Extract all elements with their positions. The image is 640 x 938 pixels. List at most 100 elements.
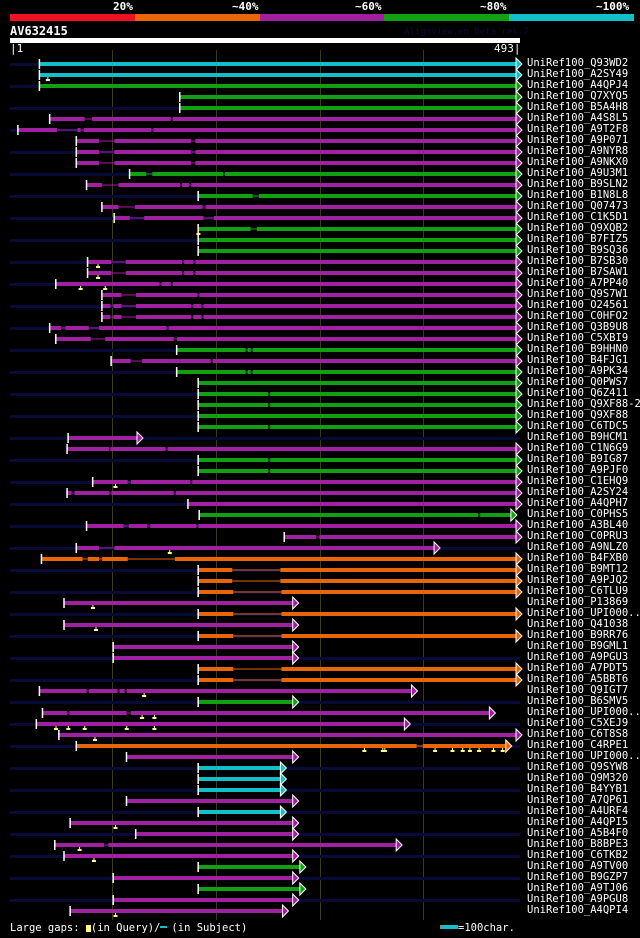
hit-label[interactable]: UniRef100_C6TDC5 [527,420,629,432]
hit-label[interactable]: UniRef100_C1K5D1 [527,211,629,223]
hit-label[interactable]: UniRef100_A4URF4 [527,805,629,817]
hit-label[interactable]: UniRef100_A9T2F8 [527,123,629,135]
hit-start-tick [197,235,199,245]
hit-label[interactable]: UniRef100_A9PK34 [527,365,629,377]
hit-end-arrow [292,815,300,831]
hit-label[interactable]: UniRef100_B6SMV5 [527,695,629,707]
hit-label[interactable]: UniRef100_A9NYR8 [527,145,629,157]
hit-label[interactable]: UniRef100_Q3B9U8 [527,321,629,333]
hit-bar-segment [174,557,516,561]
hit-label[interactable]: UniRef100_A3BL40 [527,519,629,531]
hit-label[interactable]: UniRef100_B9SLN2 [527,178,629,190]
hit-label[interactable]: UniRef100_Q9XF88-2 [527,398,640,410]
hit-label[interactable]: UniRef100_C1N6G9 [527,442,629,454]
hit-bar-segment [59,733,517,737]
hit-label[interactable]: UniRef100_Q9SYW8 [527,761,629,773]
hit-bar-segment [198,238,516,242]
hit-label[interactable]: UniRef100_O24561 [527,299,629,311]
hit-label[interactable]: UniRef100_Q9IGT7 [527,684,629,696]
hit-label[interactable]: UniRef100_A4QPI4 [527,904,629,916]
hit-label[interactable]: UniRef100_A2SY49 [527,68,629,80]
hit-label[interactable]: UniRef100_B4FJG1 [527,354,629,366]
hit-label[interactable]: UniRef100_Q9S7W1 [527,288,629,300]
hit-label[interactable]: UniRef100_C6T8S8 [527,728,629,740]
hit-label[interactable]: UniRef100_C0PRU3 [527,530,629,542]
hit-label[interactable]: UniRef100_A9NKX0 [527,156,629,168]
hit-end-arrow [515,419,523,435]
hit-label[interactable]: UniRef100_A5B4F0 [527,827,629,839]
hit-label[interactable]: UniRef100_B9SQ36 [527,244,629,256]
hit-label[interactable]: UniRef100_A9TJ06 [527,882,629,894]
hit-start-tick [197,862,199,872]
hit-bar-segment [102,304,111,308]
hit-label[interactable]: UniRef100_C4RPE1 [527,739,629,751]
hit-label[interactable]: UniRef100_A7PP40 [527,277,629,289]
hit-label[interactable]: UniRef100_Q0PWS7 [527,376,629,388]
hit-bar-segment [198,249,516,253]
hit-label[interactable]: UniRef100_A9P071 [527,134,629,146]
hit-label[interactable]: UniRef100_C1EHQ9 [527,475,629,487]
hit-label[interactable]: UniRef100_A4QPH7 [527,497,629,509]
hit-label[interactable]: UniRef100_B9GZP7 [527,871,629,883]
hit-label[interactable]: UniRef100_A4QPI5 [527,816,629,828]
hit-label[interactable]: UniRef100_UPI000.. [527,706,640,718]
hit-start-tick [101,301,103,311]
hit-label[interactable]: UniRef100_C0PHS5 [527,508,629,520]
hit-label[interactable]: UniRef100_UPI000.. [527,750,640,762]
subject-gap-line [129,217,145,219]
hit-label[interactable]: UniRef100_B9RR76 [527,629,629,641]
subject-gap-line [202,206,206,208]
hit-label[interactable]: UniRef100_B7SB30 [527,255,629,267]
hit-label[interactable]: UniRef100_A5BBT6 [527,673,629,685]
hit-label[interactable]: UniRef100_P13869 [527,596,629,608]
hit-label[interactable]: UniRef100_A2SY24 [527,486,629,498]
hit-label[interactable]: UniRef100_B1N8L8 [527,189,629,201]
hit-label[interactable]: UniRef100_B4YYB1 [527,783,629,795]
hit-label[interactable]: UniRef100_A9TV00 [527,860,629,872]
hit-label[interactable]: UniRef100_B4FXB0 [527,552,629,564]
hit-label[interactable]: UniRef100_C0HFO2 [527,310,629,322]
hit-label[interactable]: UniRef100_B8BPE3 [527,838,629,850]
hit-label[interactable]: UniRef100_Q07473 [527,200,629,212]
query-gap-marker-base [433,750,438,752]
hit-start-tick [197,576,199,586]
query-gap-marker [169,550,171,553]
hit-label[interactable]: UniRef100_C5XBI9 [527,332,629,344]
hit-label[interactable]: UniRef100_B9IG87 [527,453,629,465]
hit-label[interactable]: UniRef100_Q9XQB2 [527,222,629,234]
hit-label[interactable]: UniRef100_A9PGU8 [527,893,629,905]
subject-gap-line [151,129,154,131]
hit-bar-segment [142,359,211,363]
hit-label[interactable]: UniRef100_B9HHN0 [527,343,629,355]
hit-label[interactable]: UniRef100_B7SAW1 [527,266,629,278]
hit-label[interactable]: UniRef100_Q93WD2 [527,57,629,69]
hit-label[interactable]: UniRef100_A9PJQ2 [527,574,629,586]
hit-label[interactable]: UniRef100_B9MT12 [527,563,629,575]
query-gap-marker [79,847,81,850]
hit-label[interactable]: UniRef100_B7FIZ5 [527,233,629,245]
hit-label[interactable]: UniRef100_Q41038 [527,618,629,630]
hit-label[interactable]: UniRef100_B5A4H8 [527,101,629,113]
hit-label[interactable]: UniRef100_A9PJF0 [527,464,629,476]
hit-label[interactable]: UniRef100_Q9XF88 [527,409,629,421]
hit-bar-segment [188,502,516,506]
hit-bar-segment [105,337,174,341]
hit-label[interactable]: UniRef100_Q9M320 [527,772,629,784]
hit-label[interactable]: UniRef100_C6TKB2 [527,849,629,861]
hit-label[interactable]: UniRef100_C6TLU9 [527,585,629,597]
hit-label[interactable]: UniRef100_A7PDT5 [527,662,629,674]
hit-end-arrow [515,584,523,600]
hit-label[interactable]: UniRef100_B9GML1 [527,640,629,652]
hit-label[interactable]: UniRef100_A9U3M1 [527,167,629,179]
hit-label[interactable]: UniRef100_A7QP61 [527,794,629,806]
hit-label[interactable]: UniRef100_A9NLZ0 [527,541,629,553]
hit-label[interactable]: UniRef100_UPI000.. [527,607,640,619]
hit-label[interactable]: UniRef100_C5XEJ9 [527,717,629,729]
hit-label[interactable]: UniRef100_A4QPJ4 [527,79,629,91]
subject-gap-line [233,668,282,670]
hit-label[interactable]: UniRef100_B9HCM1 [527,431,629,443]
hit-label[interactable]: UniRef100_Q6Z411 [527,387,629,399]
hit-label[interactable]: UniRef100_Q7XYQ5 [527,90,629,102]
hit-label[interactable]: UniRef100_A4S8L5 [527,112,629,124]
hit-label[interactable]: UniRef100_A9PGU3 [527,651,629,663]
